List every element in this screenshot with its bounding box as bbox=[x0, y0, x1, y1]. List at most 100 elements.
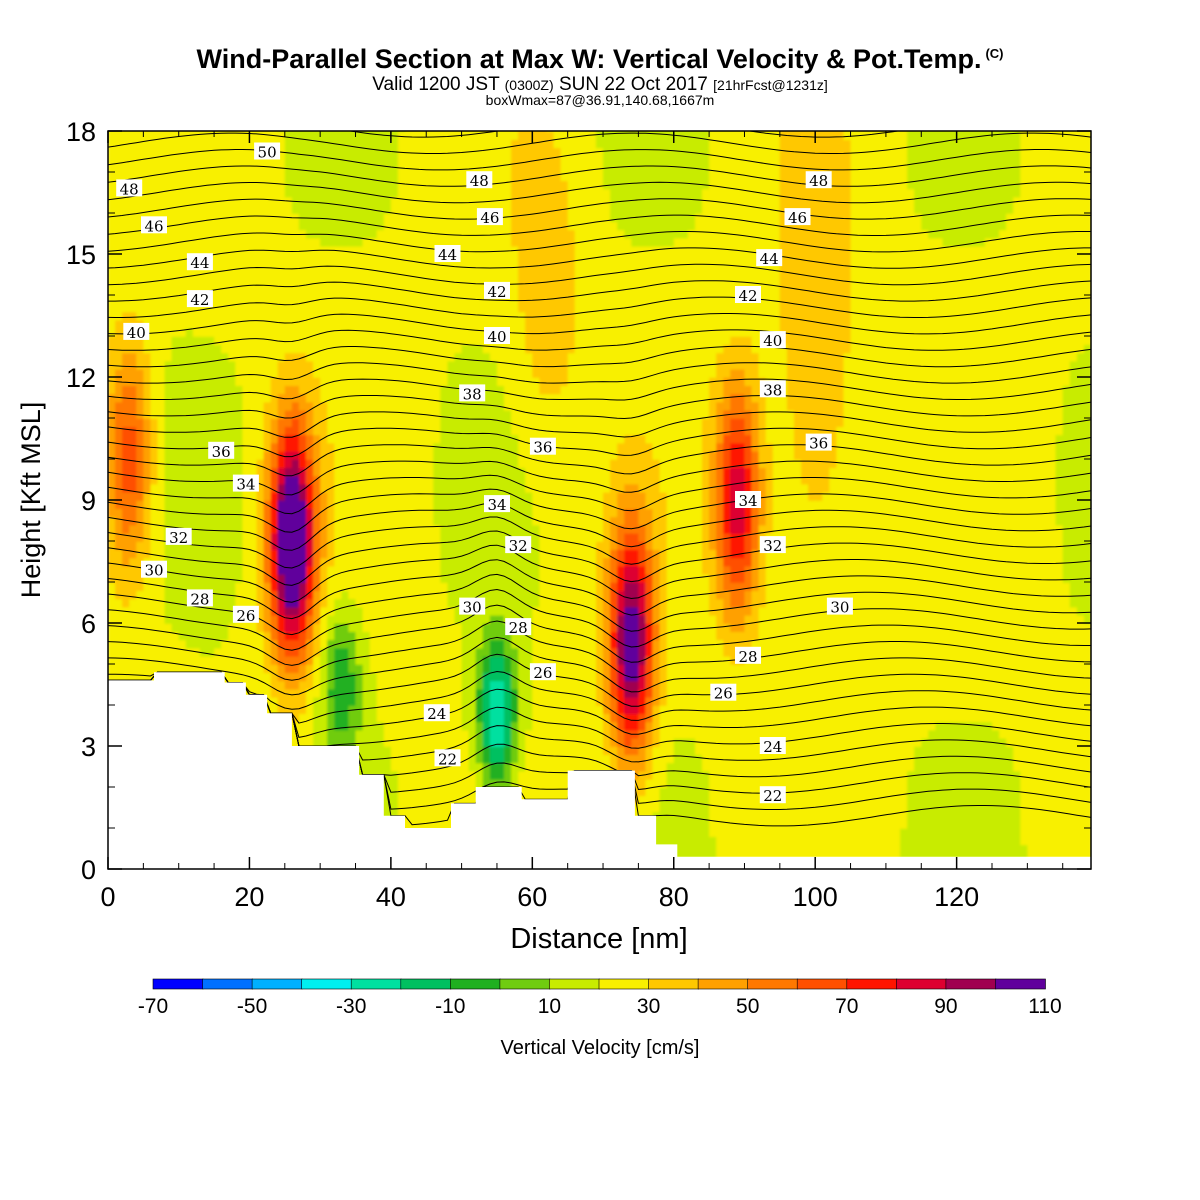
field-cell bbox=[482, 426, 491, 436]
field-cell bbox=[143, 155, 152, 165]
field-cell bbox=[214, 500, 222, 509]
field-cell bbox=[143, 418, 152, 427]
field-cell bbox=[129, 639, 138, 649]
field-cell bbox=[313, 311, 321, 321]
field-cell bbox=[164, 418, 173, 427]
field-cell bbox=[461, 327, 470, 337]
field-cell bbox=[199, 204, 208, 214]
field-cell bbox=[143, 639, 152, 649]
field-cell bbox=[256, 434, 265, 444]
field-cell bbox=[192, 426, 201, 436]
field-cell bbox=[235, 491, 244, 501]
field-cell bbox=[136, 196, 145, 206]
field-cell bbox=[129, 311, 138, 321]
field-cell bbox=[164, 590, 173, 600]
field-cell bbox=[447, 696, 456, 706]
field-cell bbox=[468, 131, 477, 140]
field-cell bbox=[482, 672, 491, 682]
field-cell bbox=[249, 319, 258, 329]
field-cell bbox=[390, 229, 399, 239]
field-cell bbox=[242, 327, 251, 337]
field-cell bbox=[397, 639, 406, 649]
field-cell bbox=[235, 426, 244, 436]
field-cell bbox=[362, 196, 371, 206]
field-cell bbox=[489, 475, 498, 485]
field-cell bbox=[192, 549, 201, 559]
field-cell bbox=[383, 467, 392, 477]
field-cell bbox=[468, 549, 477, 559]
field-cell bbox=[362, 639, 371, 649]
field-cell bbox=[122, 598, 130, 608]
field-cell bbox=[482, 664, 491, 673]
field-cell bbox=[249, 327, 258, 337]
field-cell bbox=[270, 327, 279, 337]
field-cell bbox=[270, 221, 279, 231]
field-cell bbox=[419, 450, 428, 460]
field-cell bbox=[129, 516, 138, 526]
field-cell bbox=[291, 524, 300, 534]
field-cell bbox=[334, 163, 343, 173]
field-cell bbox=[412, 803, 420, 813]
field-cell bbox=[150, 327, 159, 337]
field-cell bbox=[242, 196, 251, 206]
field-cell bbox=[256, 672, 265, 682]
field-cell bbox=[376, 590, 385, 600]
field-cell bbox=[468, 336, 477, 345]
field-cell bbox=[115, 352, 123, 362]
field-cell bbox=[298, 163, 307, 173]
field-cell bbox=[136, 491, 145, 501]
field-cell bbox=[369, 360, 378, 370]
field-cell bbox=[249, 426, 258, 436]
field-cell bbox=[136, 377, 145, 386]
field-cell bbox=[327, 688, 336, 698]
field-cell bbox=[334, 582, 343, 591]
field-cell bbox=[369, 729, 378, 739]
field-cell bbox=[199, 491, 208, 501]
field-cell bbox=[440, 811, 449, 821]
field-cell bbox=[341, 188, 350, 198]
field-cell bbox=[313, 319, 321, 329]
field-cell bbox=[475, 377, 484, 386]
field-cell bbox=[390, 172, 399, 181]
field-cell bbox=[426, 582, 435, 591]
field-cell bbox=[355, 516, 364, 526]
field-cell bbox=[228, 147, 237, 157]
field-cell bbox=[383, 393, 392, 403]
field-cell bbox=[115, 327, 123, 337]
field-cell bbox=[277, 286, 286, 296]
field-cell bbox=[263, 655, 272, 665]
field-cell bbox=[277, 418, 286, 427]
field-cell bbox=[263, 336, 272, 345]
field-cell bbox=[433, 762, 442, 772]
field-cell bbox=[122, 229, 130, 239]
field-cell bbox=[475, 237, 484, 247]
field-cell bbox=[447, 516, 456, 526]
field-cell bbox=[157, 385, 166, 395]
field-cell bbox=[454, 213, 463, 222]
field-cell bbox=[221, 434, 230, 444]
field-cell bbox=[221, 245, 230, 255]
field-cell bbox=[334, 172, 343, 181]
field-cell bbox=[235, 131, 244, 140]
field-cell bbox=[291, 204, 300, 214]
field-cell bbox=[489, 688, 498, 698]
field-cell bbox=[249, 278, 258, 288]
field-cell bbox=[489, 409, 498, 419]
field-cell bbox=[249, 172, 258, 181]
field-cell bbox=[284, 139, 293, 149]
field-cell bbox=[369, 696, 378, 706]
field-cell bbox=[412, 368, 420, 378]
field-cell bbox=[376, 565, 385, 575]
field-cell bbox=[412, 680, 420, 690]
field-cell bbox=[397, 713, 406, 723]
field-cell bbox=[355, 213, 364, 222]
field-cell bbox=[291, 237, 300, 247]
field-cell bbox=[136, 590, 145, 600]
field-cell bbox=[419, 664, 428, 673]
field-cell bbox=[397, 401, 406, 411]
field-cell bbox=[426, 590, 435, 600]
field-cell bbox=[475, 746, 484, 755]
field-cell bbox=[228, 524, 237, 534]
field-cell bbox=[178, 311, 187, 321]
field-cell bbox=[454, 688, 463, 698]
